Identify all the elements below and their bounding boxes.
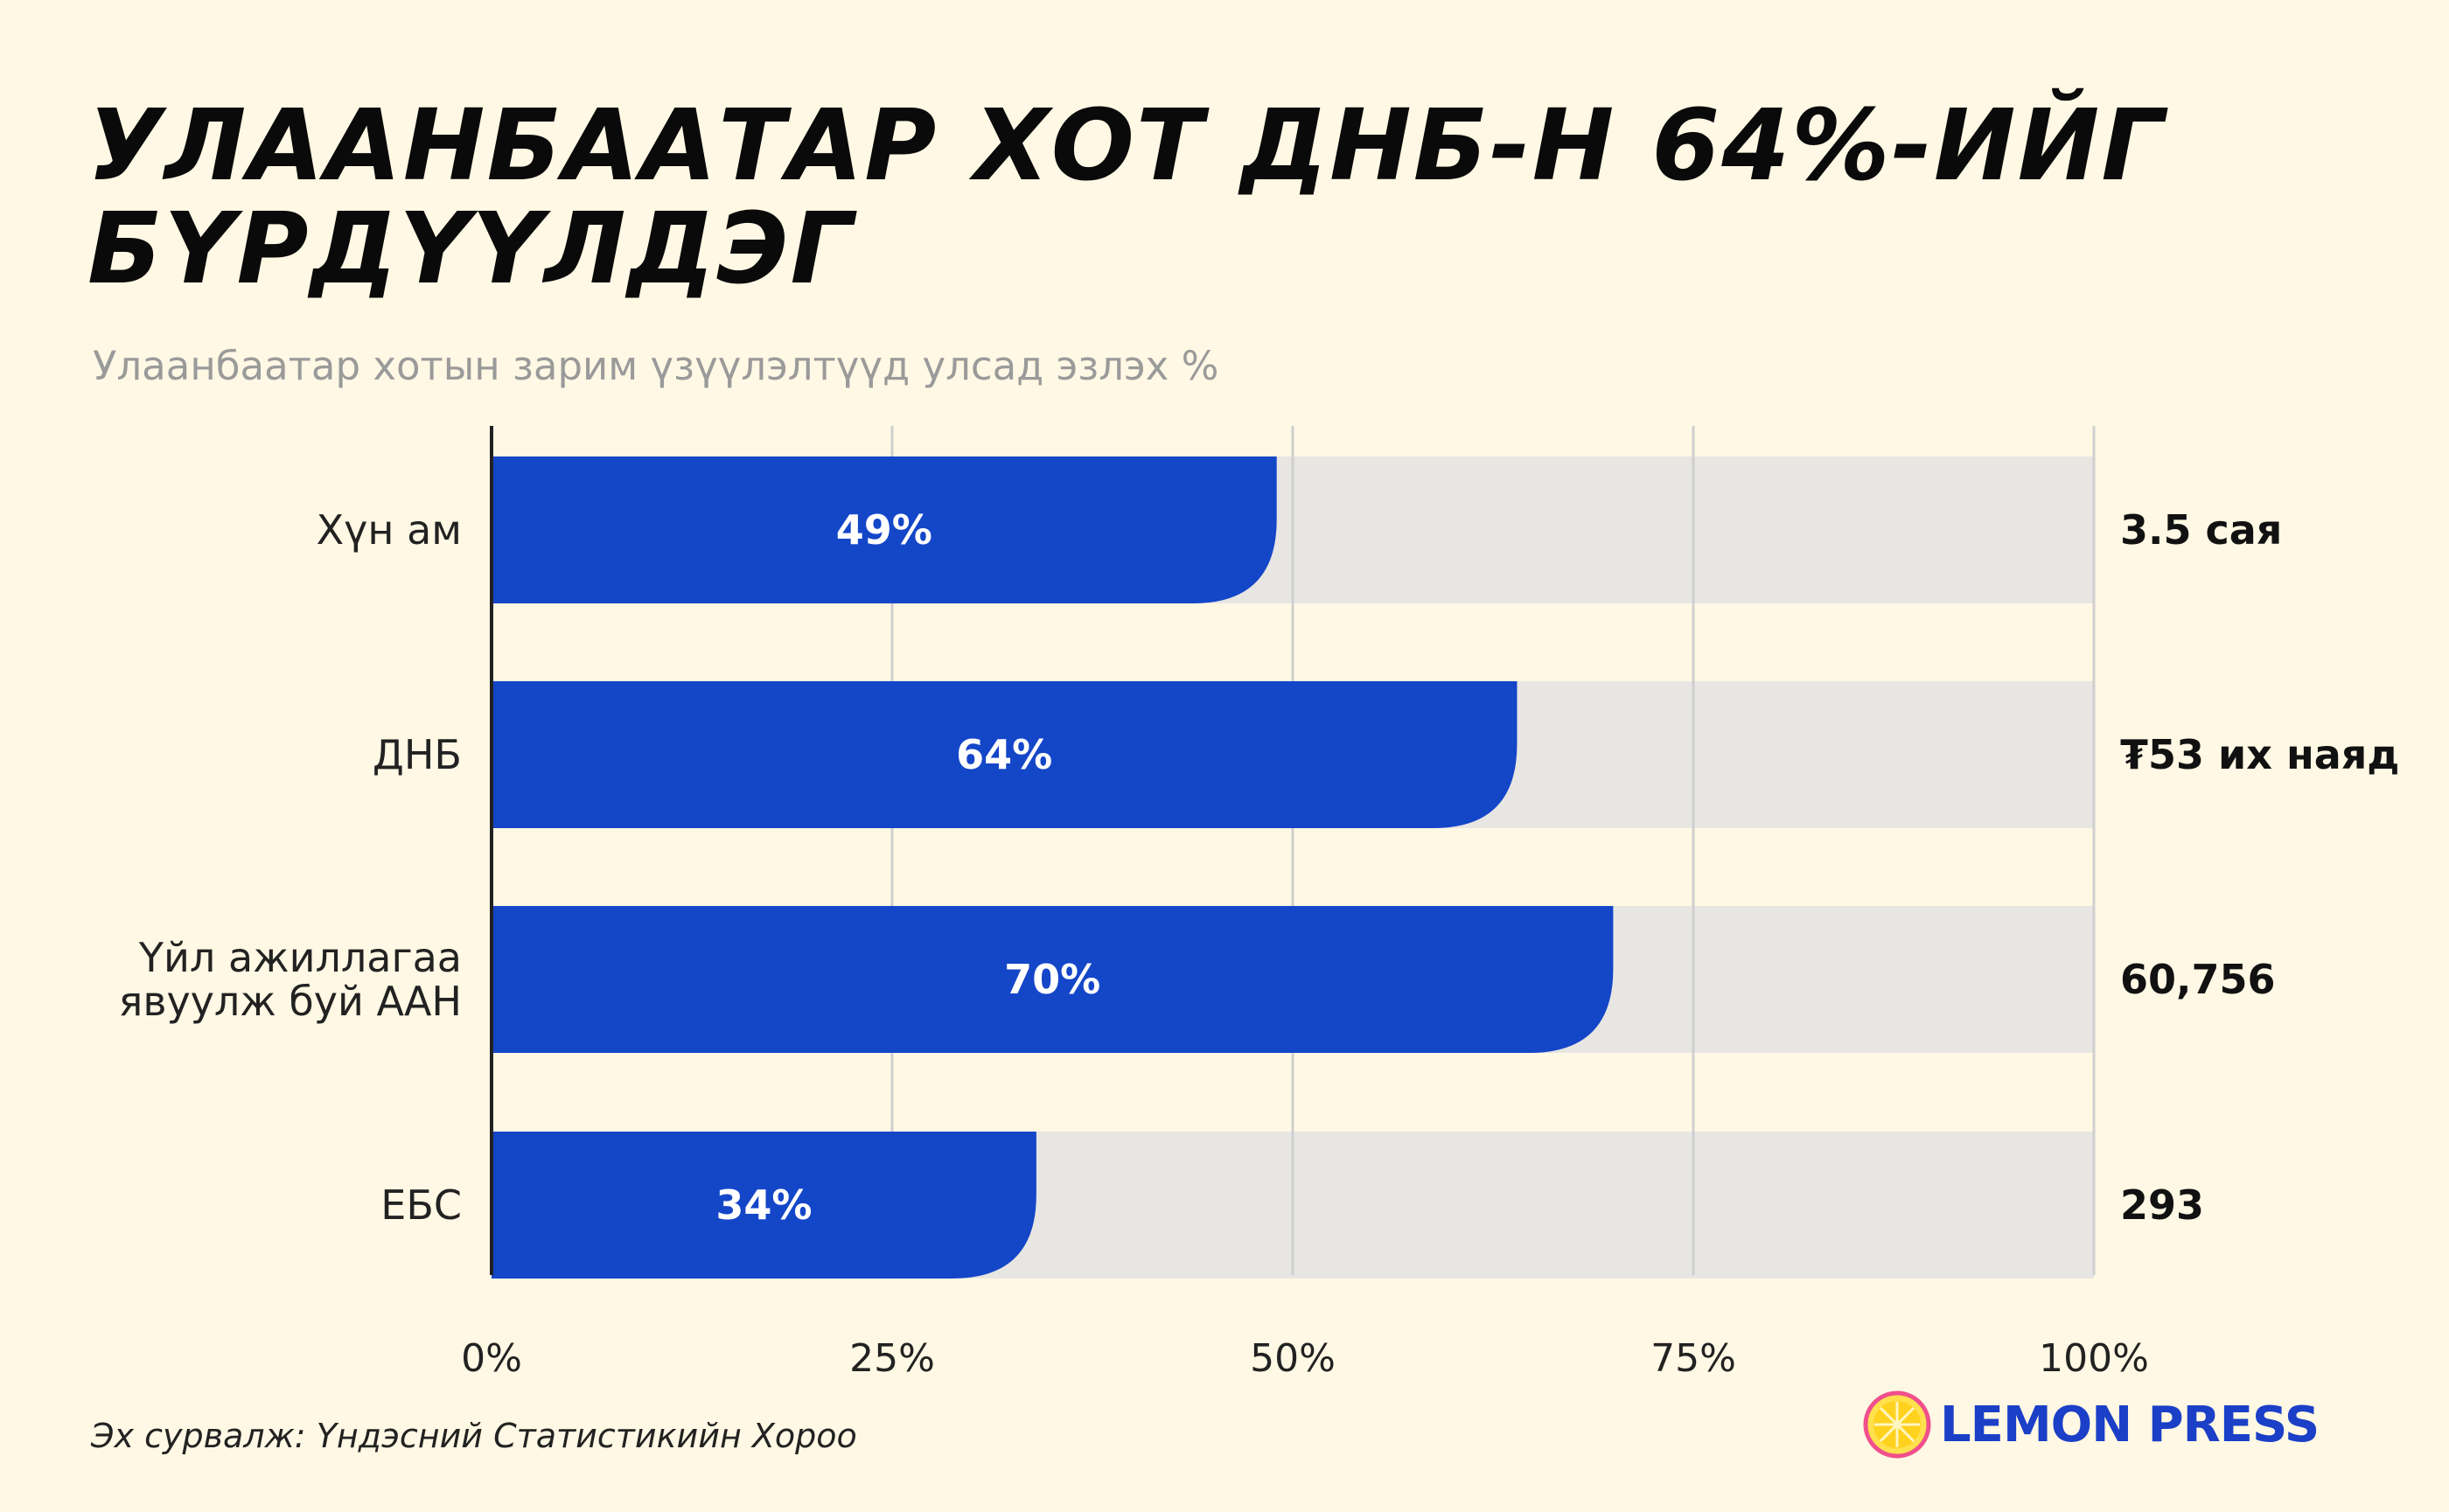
x-tick-label: 0%: [461, 1336, 522, 1381]
x-tick-label: 50%: [1250, 1336, 1336, 1381]
bar: [492, 681, 1518, 828]
bar-value-label: 64%: [956, 731, 1052, 778]
x-tick-label: 100%: [2039, 1336, 2149, 1381]
category-label: ЕБС: [380, 1181, 462, 1229]
x-tick-label: 75%: [1650, 1336, 1736, 1381]
total-label: 293: [2120, 1181, 2204, 1229]
category-label: Хүн ам: [317, 506, 462, 554]
category-label: ДНБ: [373, 731, 462, 778]
lemon-press-logo: LEMON PRESS: [1863, 1390, 2320, 1459]
bar-value-label: 70%: [1004, 956, 1100, 1003]
total-label: 60,756: [2120, 956, 2276, 1003]
bar-value-label: 34%: [715, 1181, 812, 1229]
bar-value-label: 49%: [836, 506, 932, 554]
bar: [492, 1132, 1036, 1279]
chart-title: УЛААНБААТАР ХОТ ДНБ-Н 64%-ИЙГ БҮРДҮҮЛДЭГ: [87, 89, 2166, 306]
category-label: Үйл ажиллагаа явуулж буй ААН: [119, 934, 462, 1025]
bar: [492, 906, 1614, 1053]
logo-text: LEMON PRESS: [1940, 1396, 2320, 1453]
total-label: 3.5 сая: [2120, 506, 2282, 554]
bar-chart: 49% 64% 70% 34% Хүн ам ДНБ Үйл ажиллагаа явуулж…: [119, 426, 2399, 1381]
x-tick-label: 25%: [849, 1336, 935, 1381]
lemon-icon: [1863, 1390, 1931, 1459]
bar: [492, 456, 1277, 603]
total-label: ₮53 их наяд: [2120, 731, 2399, 778]
chart-subtitle: Улаанбаатар хотын зарим үзүүлэлтүүд улса…: [93, 343, 1219, 389]
source-note: Эх сурвалж: Үндэсний Статистикийн Хороо: [91, 1417, 857, 1455]
